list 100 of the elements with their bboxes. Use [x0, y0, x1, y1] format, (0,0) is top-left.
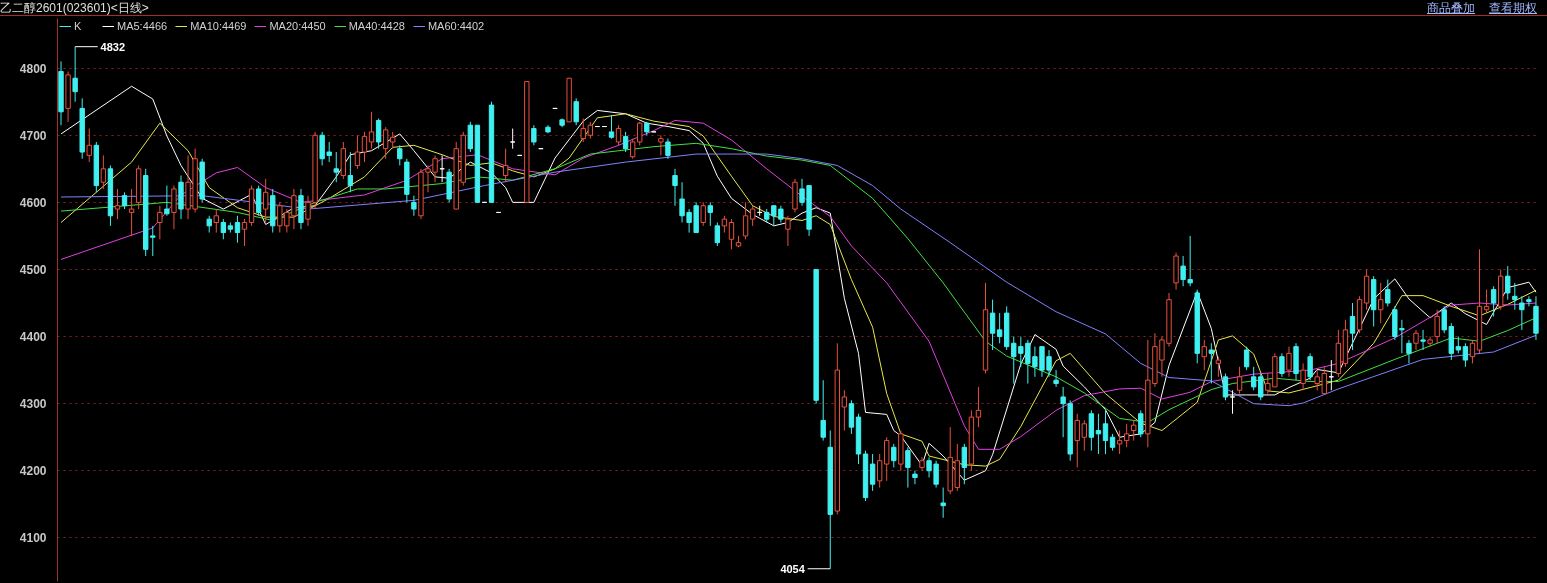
candlestick	[397, 144, 403, 166]
candlestick	[164, 185, 170, 217]
chart-title: 乙二醇2601(023601)<日线>	[0, 1, 149, 15]
candlestick	[510, 128, 516, 150]
legend-label: MA10:4469	[190, 20, 247, 32]
legend-title: K	[74, 20, 83, 32]
annotation: 4832	[100, 40, 126, 53]
candlestick	[1469, 339, 1476, 364]
candlestick	[1215, 356, 1222, 378]
candlestick	[241, 218, 248, 247]
candlestick	[1413, 329, 1419, 351]
text: 商品叠加	[1427, 1, 1475, 15]
candlestick	[785, 215, 791, 247]
candlestick	[1053, 369, 1059, 388]
candlestick	[940, 487, 946, 519]
candlestick	[1349, 302, 1356, 351]
y-tick-label: 4200	[19, 464, 47, 479]
candlestick	[1420, 329, 1426, 351]
candlestick	[1462, 342, 1469, 368]
candlestick	[665, 138, 671, 160]
candlestick	[1102, 409, 1109, 455]
candlestick	[848, 399, 855, 435]
candlestick	[1095, 413, 1102, 455]
candlestick	[1243, 346, 1250, 371]
candlestick	[700, 201, 706, 227]
candlestick	[707, 201, 713, 227]
candlestick	[637, 121, 643, 146]
candlestick	[86, 128, 92, 163]
legend-label: MA20:4450	[269, 20, 326, 32]
candlestick	[1512, 282, 1518, 311]
y-tick-label: 4500	[19, 262, 47, 277]
y-tick-label: 4800	[19, 61, 47, 76]
candlestick	[100, 154, 107, 190]
candlestick	[531, 124, 537, 146]
candlestick	[1123, 423, 1130, 448]
candlestick	[1208, 342, 1215, 385]
candlestick	[72, 46, 78, 103]
candlestick	[629, 138, 636, 160]
candlestick	[263, 178, 269, 223]
candlestick	[1406, 339, 1412, 364]
y-tick-label: 4600	[19, 195, 47, 210]
candlestick	[411, 195, 417, 217]
candlestick	[171, 185, 177, 230]
candlestick	[876, 453, 883, 489]
legend-label: MA5:4466	[117, 20, 168, 32]
candlestick	[368, 111, 375, 150]
candlestick	[714, 222, 721, 247]
candlestick	[961, 443, 968, 485]
candlestick	[1505, 265, 1511, 301]
candlestick	[820, 379, 826, 442]
candlestick	[1201, 339, 1207, 371]
candlestick	[114, 188, 121, 220]
candlestick	[869, 453, 876, 492]
candlestick	[1434, 309, 1440, 344]
candlestick	[1300, 362, 1306, 391]
candlestick	[1378, 282, 1384, 324]
candlestick	[1526, 295, 1532, 307]
candlestick	[1427, 336, 1433, 348]
candlestick	[1286, 346, 1292, 378]
candlestick	[1060, 386, 1066, 438]
candlestick	[1138, 409, 1144, 438]
text: 查看期权	[1489, 1, 1537, 15]
candlestick	[1385, 279, 1391, 307]
candlestick	[608, 114, 615, 140]
candlestick	[467, 121, 474, 153]
candlestick	[1483, 289, 1490, 314]
legend-label: MA60:4402	[427, 20, 485, 32]
candlestick	[157, 205, 163, 240]
candlestick	[1307, 352, 1313, 381]
candlestick	[375, 117, 382, 150]
candlestick	[1222, 372, 1229, 401]
candlestick	[672, 168, 678, 207]
candlestick	[1229, 389, 1236, 415]
candlestick	[382, 126, 389, 160]
candlestick	[841, 389, 848, 432]
candlestick	[884, 436, 890, 482]
candlestick	[234, 215, 241, 244]
y-tick-label: 4300	[19, 397, 47, 412]
candlestick	[622, 131, 629, 153]
candlestick	[749, 205, 756, 227]
candlestick	[742, 201, 749, 240]
candlestick	[1490, 285, 1497, 317]
y-tick-label: 4700	[19, 128, 47, 143]
candlestick	[1279, 352, 1285, 378]
candlestick	[658, 134, 664, 156]
candlestick	[891, 443, 897, 468]
candlestick	[1131, 419, 1137, 442]
annotation: 4054	[780, 562, 806, 575]
candlestick	[361, 131, 368, 163]
candlestick	[354, 134, 361, 170]
candlestick	[1088, 409, 1095, 452]
candlestick	[975, 386, 982, 428]
candlestick	[347, 151, 354, 193]
y-tick-label: 4100	[19, 531, 47, 546]
y-tick-label: 4400	[19, 330, 47, 345]
candlestick	[1236, 366, 1243, 395]
candlestick	[213, 208, 219, 234]
legend-label: MA40:4428	[348, 20, 405, 32]
candlestick	[905, 446, 911, 489]
candlestick	[615, 124, 622, 146]
